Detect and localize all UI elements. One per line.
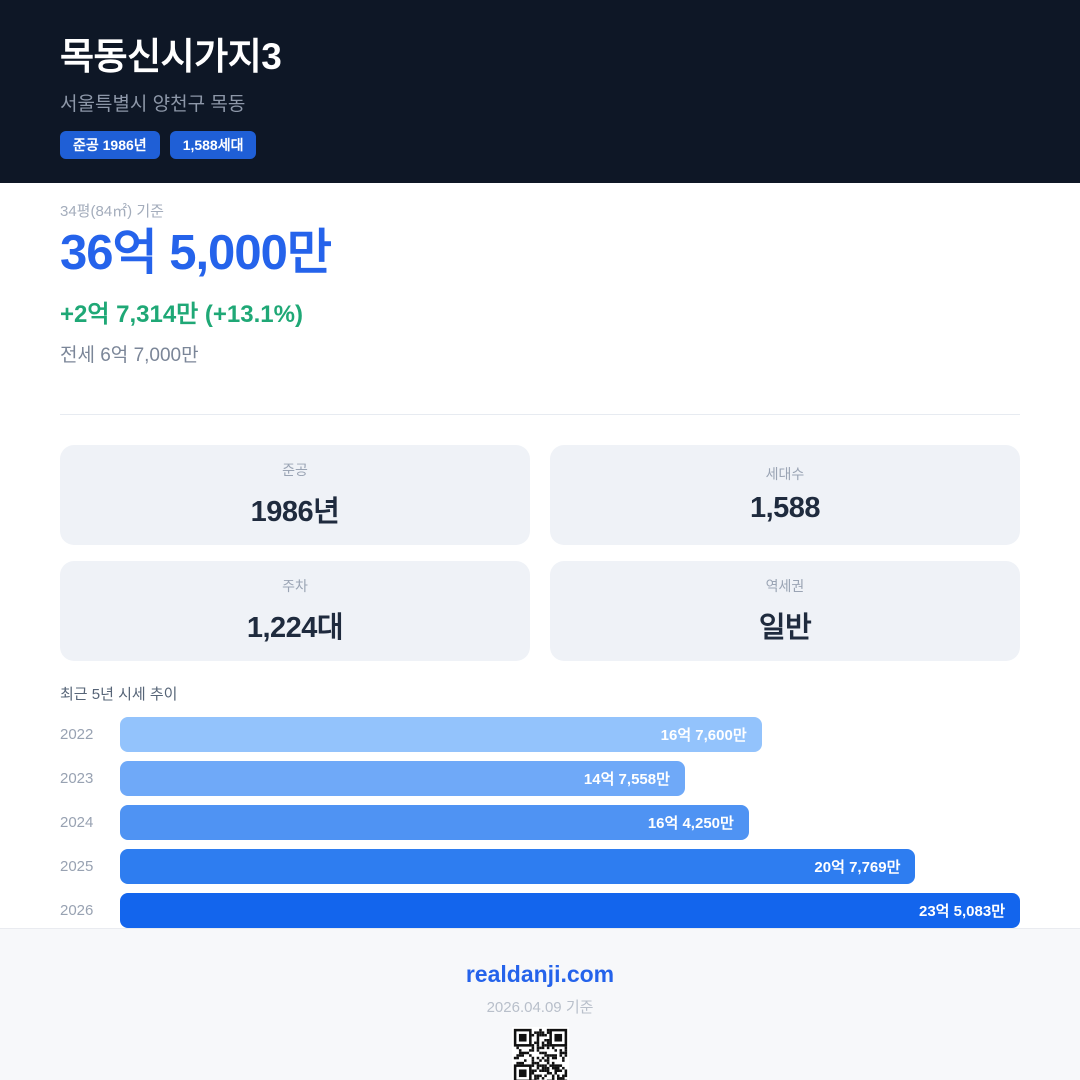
info-card-parking: 주차 1,224대 [60, 560, 530, 661]
qr-code-icon [0, 1026, 1080, 1080]
bar-value-label: 20억 7,769만 [814, 858, 901, 876]
chart-bar: 16억 7,600만 [120, 716, 762, 752]
chart-bar-track: 23억 5,083만 [120, 892, 1020, 928]
main-content: 34평(84㎡) 기준 36억 5,000만 +2억 7,314만 (+13.1… [0, 183, 1080, 928]
household-count-badge: 1,588세대 [169, 130, 257, 160]
chart-bar: 20억 7,769만 [120, 848, 916, 884]
bar-value-label: 14억 7,558만 [583, 770, 670, 788]
header: 목동신시가지3 서울특별시 양천구 목동 준공 1986년 1,588세대 [0, 0, 1080, 183]
info-card-value: 1986년 [250, 495, 340, 528]
chart-title: 최근 5년 시세 추이 [60, 685, 178, 703]
data-date-note: 2026.04.09 기준 [486, 998, 594, 1016]
chart-year-label: 2026 [60, 901, 94, 919]
chart-bar-track: 16억 4,250만 [120, 804, 1020, 840]
badge-row: 준공 1986년 1,588세대 [60, 130, 1020, 160]
info-card-station: 역세권 일반 [550, 560, 1020, 661]
info-card-value: 1,224대 [246, 611, 344, 644]
chart-rows: 2022 16억 7,600만 2023 14억 7,558만 2024 16억 4,25… [60, 716, 1020, 928]
section-divider [60, 413, 1020, 415]
chart-year-label: 2023 [60, 769, 94, 787]
chart-bar: 23억 5,083만 [120, 892, 1020, 928]
jeonse-price: 전세 6억 7,000만 [60, 344, 199, 366]
info-card-label: 준공 [282, 461, 308, 478]
price-trend-chart: 최근 5년 시세 추이 2022 16억 7,600만 2023 14억 7,558만… [60, 683, 1020, 928]
info-card-label: 주차 [282, 577, 308, 594]
built-year-badge: 준공 1986년 [60, 130, 160, 160]
footer: realdanji.com 2026.04.09 기준 [0, 927, 1080, 1080]
chart-bar-track: 16억 7,600만 [120, 716, 1020, 752]
chart-year-label: 2024 [60, 813, 94, 831]
chart-bar: 16억 4,250만 [120, 804, 749, 840]
chart-row: 2024 16억 4,250만 [60, 804, 1020, 840]
chart-row: 2025 20억 7,769만 [60, 848, 1020, 884]
chart-row: 2022 16억 7,600만 [60, 716, 1020, 752]
info-card-value: 일반 [758, 611, 812, 644]
info-card-label: 세대수 [765, 466, 805, 483]
site-link[interactable]: realdanji.com [465, 960, 615, 987]
current-price: 36억 5,000만 [60, 226, 332, 280]
bar-value-label: 23억 5,083만 [919, 902, 1005, 920]
chart-row: 2023 14억 7,558만 [60, 760, 1020, 796]
chart-bar: 14억 7,558만 [120, 760, 685, 796]
info-card-built: 준공 1986년 [60, 444, 530, 545]
price-basis-label: 34평(84㎡) 기준 [60, 203, 164, 220]
chart-year-label: 2025 [60, 857, 94, 875]
chart-bar-track: 20억 7,769만 [120, 848, 1020, 884]
info-card-label: 역세권 [765, 577, 805, 594]
info-card-value: 1,588 [749, 492, 821, 525]
complex-title: 목동신시가지3 [60, 36, 282, 77]
info-card-households: 세대수 1,588 [550, 444, 1020, 545]
complex-address: 서울특별시 양천구 목동 [60, 93, 246, 115]
price-change: +2억 7,314만 (+13.1%) [60, 300, 303, 328]
chart-year-label: 2022 [60, 725, 94, 743]
chart-row: 2026 23억 5,083만 [60, 892, 1020, 928]
info-card-grid: 준공 1986년 세대수 1,588 주차 1,224대 역세권 일반 [60, 444, 1020, 661]
bar-value-label: 16억 7,600만 [660, 726, 747, 744]
chart-bar-track: 14억 7,558만 [120, 760, 1020, 796]
bar-value-label: 16억 4,250만 [647, 814, 734, 832]
